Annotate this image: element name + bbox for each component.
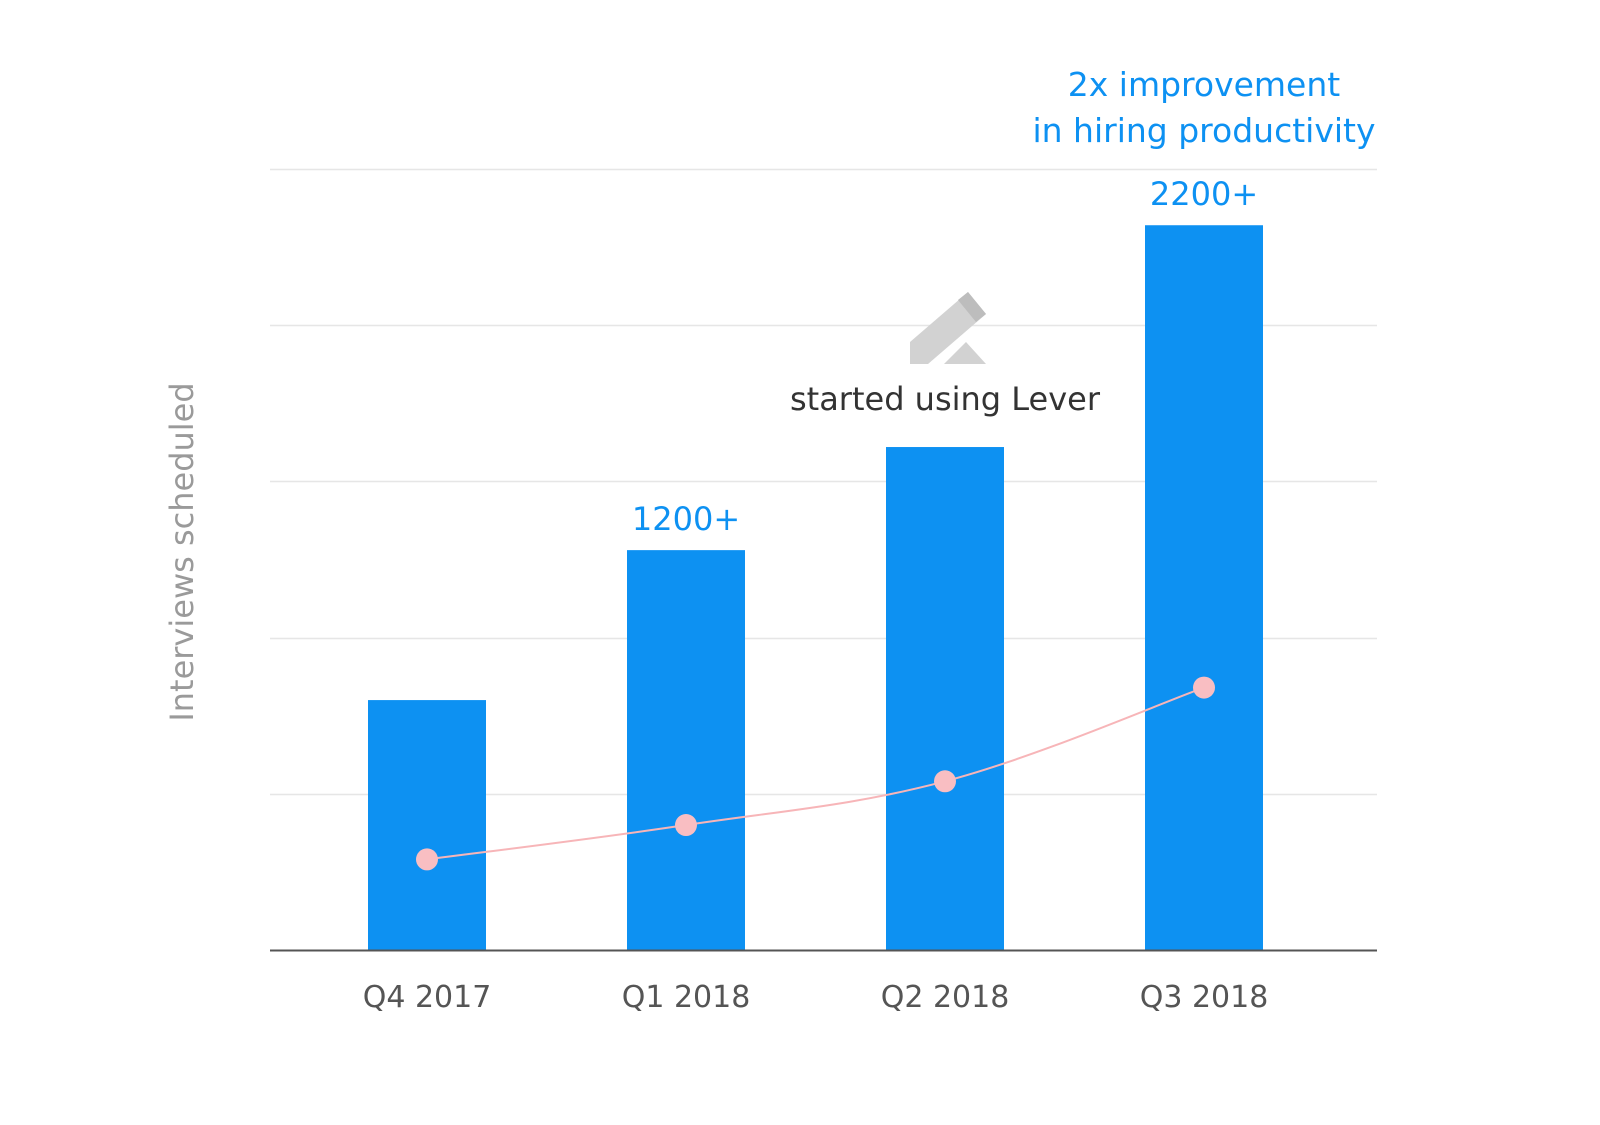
bar-q1-2018 <box>627 550 745 950</box>
lever-logo-icon <box>910 292 986 364</box>
x-axis: Q4 2017 Q1 2018 Q2 2018 Q3 2018 <box>270 949 1377 1015</box>
x-tick-label: Q1 2018 <box>622 980 751 1015</box>
bar-q4-2017 <box>368 700 486 950</box>
data-label: 1200+ <box>632 500 740 538</box>
lever-logo-slash-shade <box>958 292 986 322</box>
trend-line <box>416 676 1215 871</box>
x-tick-label: Q4 2017 <box>363 980 492 1015</box>
y-axis-label: Interviews scheduled <box>163 382 201 721</box>
annotation-text: started using Lever <box>790 380 1101 418</box>
bars <box>368 225 1263 950</box>
trend-line-path <box>426 686 1205 861</box>
headline-line-1: 2x improvement <box>1068 65 1341 104</box>
x-tick-label: Q3 2018 <box>1140 980 1269 1015</box>
trend-point <box>1193 676 1215 699</box>
trend-point <box>675 814 697 837</box>
bar-q2-2018 <box>886 447 1004 950</box>
lever-annotation: started using Lever <box>790 292 1101 418</box>
x-tick-label: Q2 2018 <box>881 980 1010 1015</box>
trend-point <box>934 770 956 793</box>
bar-q3-2018 <box>1145 225 1263 950</box>
data-label: 2200+ <box>1150 175 1258 213</box>
data-labels: 1200+ 2200+ <box>632 175 1258 538</box>
lever-logo-wedge <box>944 342 986 364</box>
headline-line-2: in hiring productivity <box>1032 111 1375 150</box>
trend-point <box>416 848 438 871</box>
